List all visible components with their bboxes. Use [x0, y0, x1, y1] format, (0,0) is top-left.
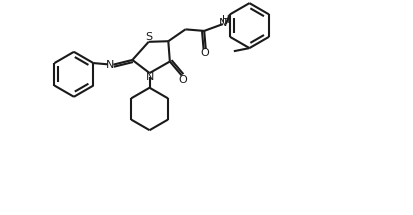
Text: N: N — [145, 72, 154, 82]
Text: O: O — [178, 75, 187, 85]
Text: N: N — [218, 18, 227, 28]
Text: S: S — [145, 32, 152, 43]
Text: N: N — [106, 60, 114, 70]
Text: H: H — [221, 15, 229, 25]
Text: O: O — [199, 48, 208, 58]
